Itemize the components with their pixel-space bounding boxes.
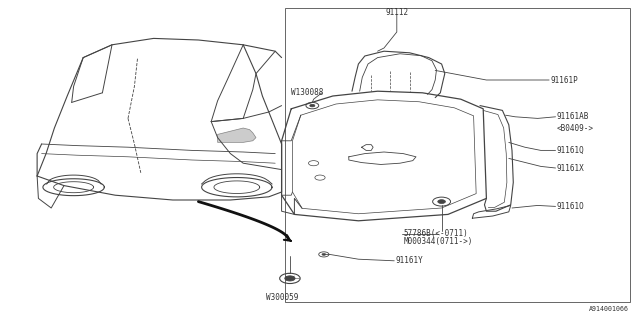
Circle shape [322,253,326,255]
Text: 91161O: 91161O [557,202,584,211]
Text: 91161Q: 91161Q [557,146,584,155]
Text: 91112: 91112 [385,8,408,17]
Circle shape [310,104,315,107]
Circle shape [285,276,295,281]
Text: 91161Y: 91161Y [396,256,423,265]
Text: A914001066: A914001066 [589,306,629,312]
Text: 57786B(<-0711): 57786B(<-0711) [403,229,468,238]
Text: 91161AB: 91161AB [557,112,589,121]
Polygon shape [218,128,256,142]
Text: W130088: W130088 [291,88,324,97]
Text: <B0409->: <B0409-> [557,124,594,132]
Text: M000344(0711->): M000344(0711->) [403,237,472,246]
Circle shape [438,200,445,204]
Text: 91161P: 91161P [550,76,578,84]
Text: W300059: W300059 [266,293,298,302]
Bar [285,8,630,302]
Text: 91161X: 91161X [557,164,584,172]
